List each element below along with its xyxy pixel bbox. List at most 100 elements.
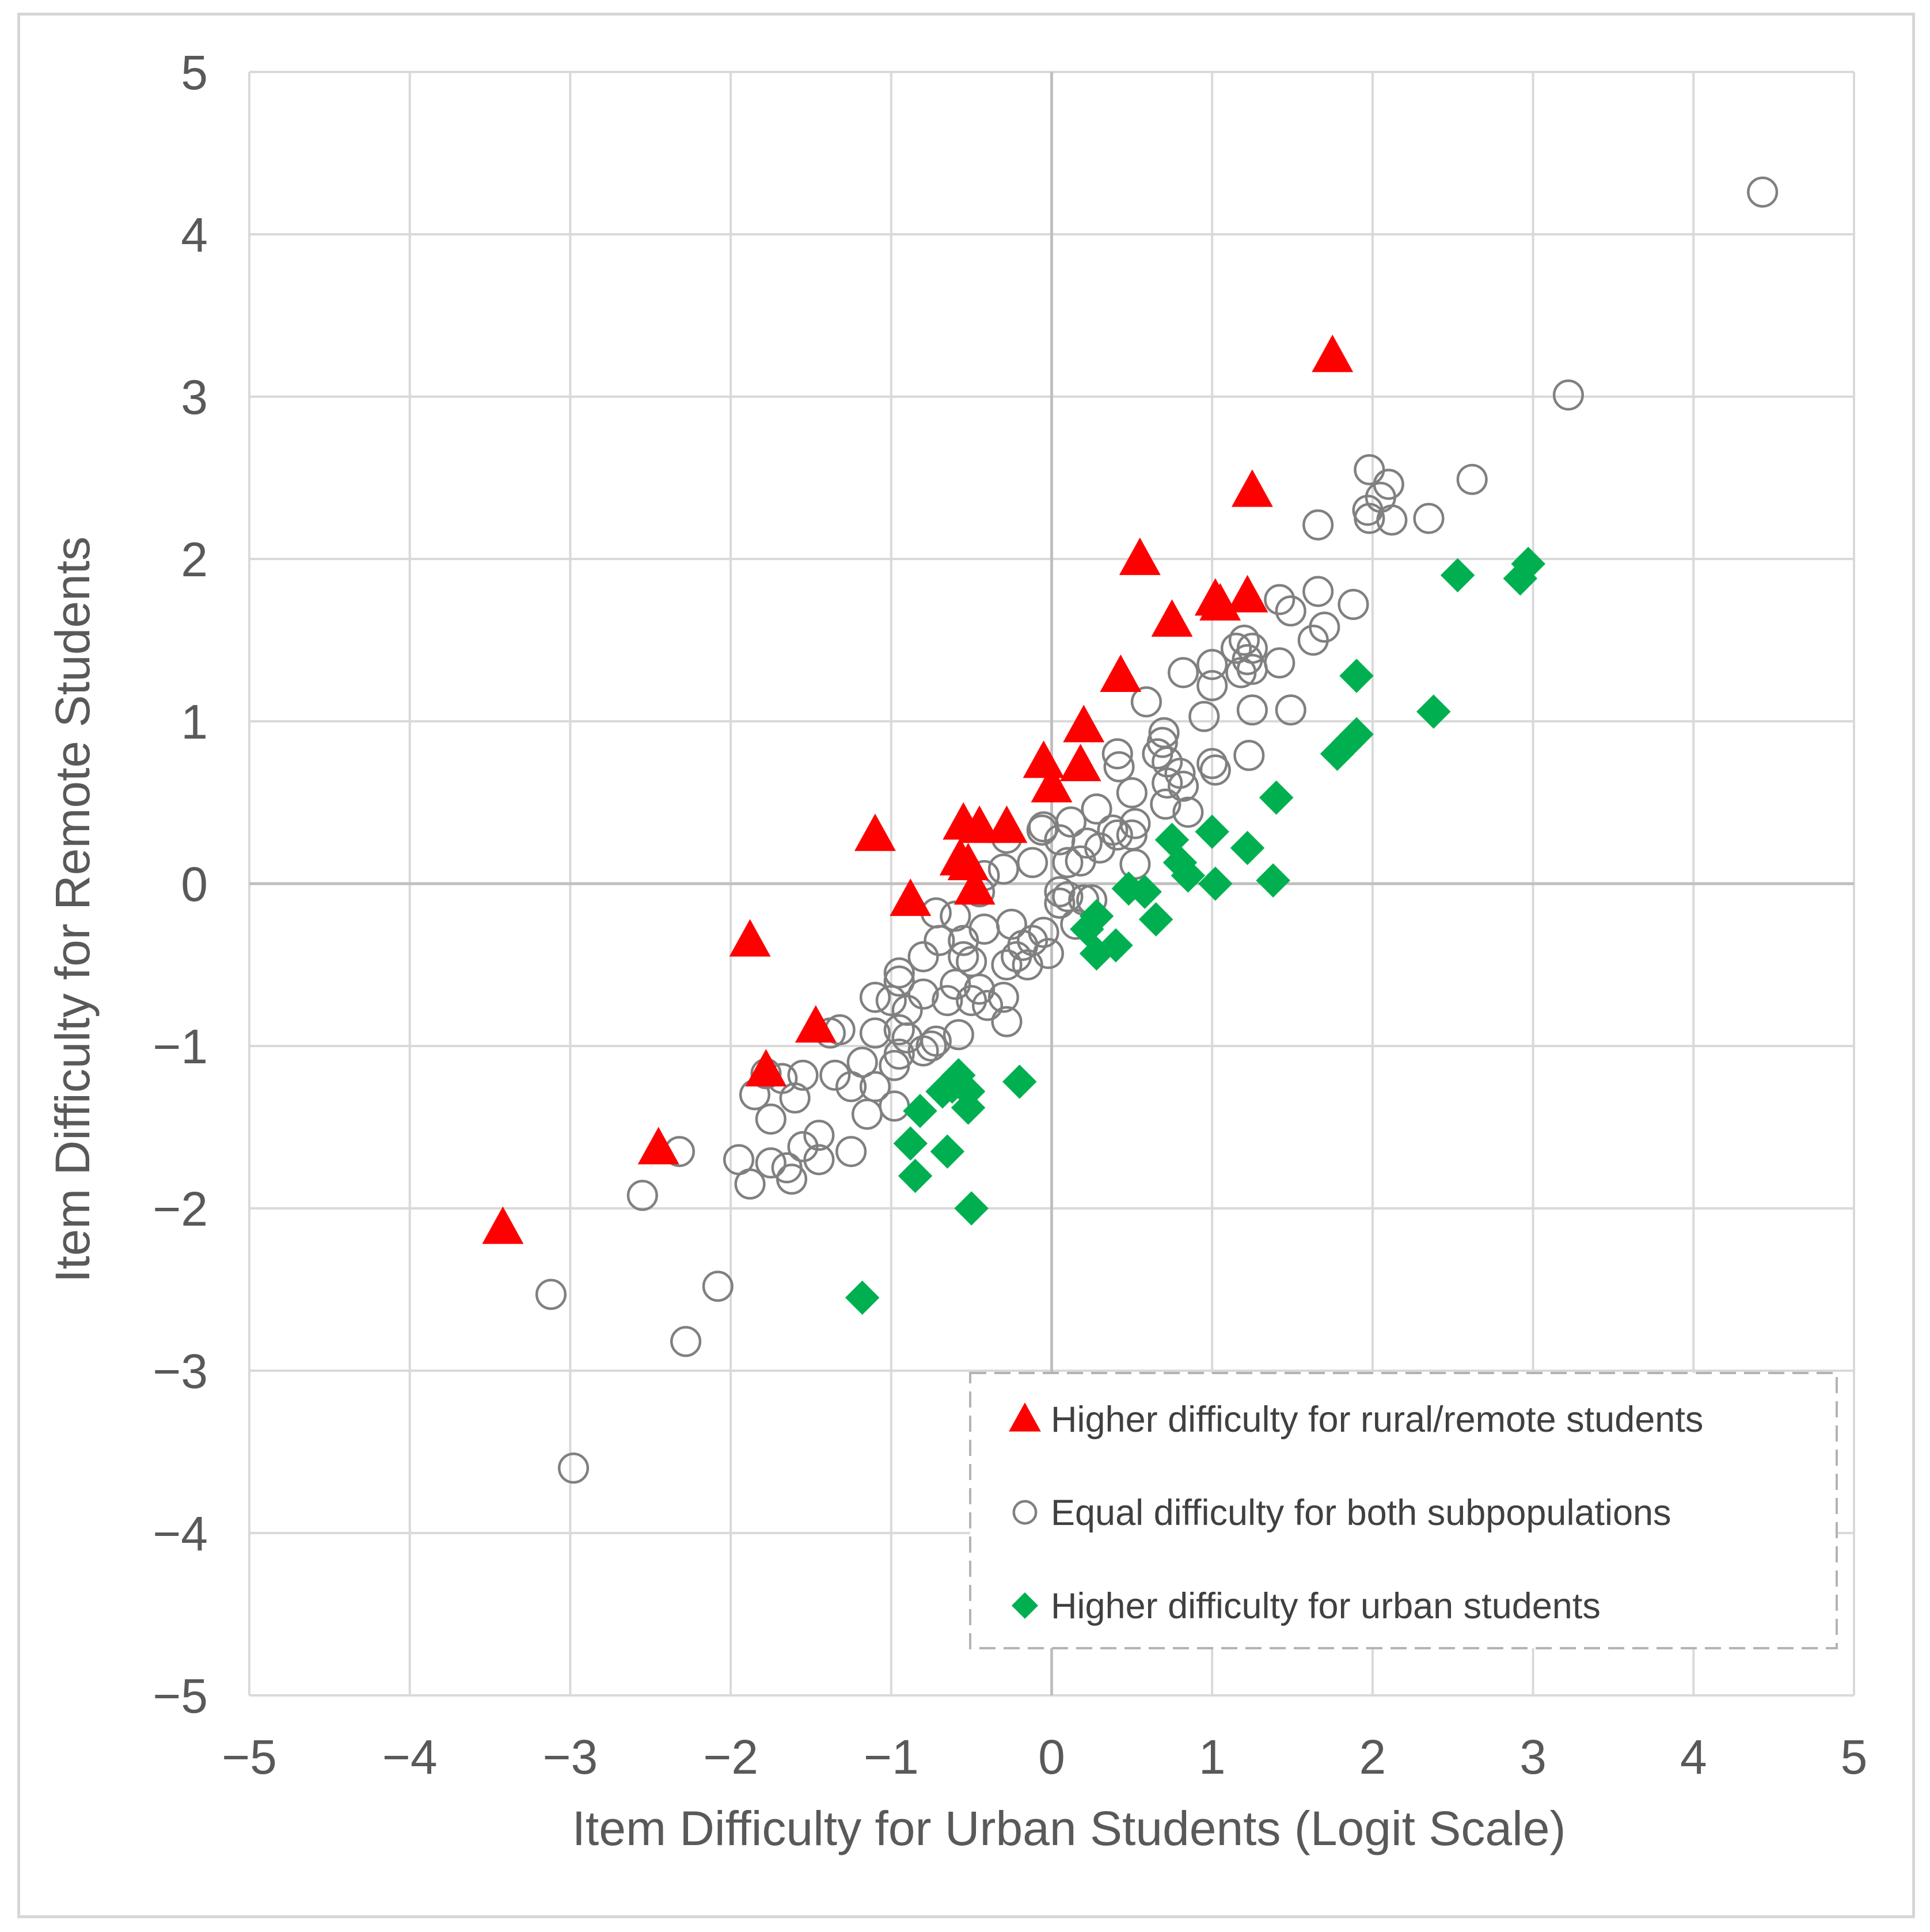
x-tick-label: 5	[1841, 1730, 1868, 1784]
equal-difficulty-point	[1142, 738, 1173, 770]
equal-difficulty-point	[1199, 754, 1231, 786]
x-tick-label: −4	[382, 1730, 438, 1784]
equal-difficulty-point	[968, 913, 1000, 945]
equal-difficulty-point	[940, 900, 971, 932]
legend-label: Higher difficulty for rural/remote stude…	[1051, 1399, 1703, 1440]
equal-difficulty-point	[1044, 876, 1076, 908]
urban-point	[1230, 831, 1265, 865]
equal-difficulty-point	[803, 1144, 835, 1176]
equal-difficulty-point	[1116, 777, 1148, 809]
equal-difficulty-point	[1152, 767, 1183, 799]
y-tick-label: −2	[153, 1182, 208, 1236]
equal-difficulty-point	[1413, 503, 1445, 534]
equal-difficulty-point	[1196, 670, 1228, 702]
equal-difficulty-point	[1188, 701, 1220, 732]
equal-difficulty-point	[1220, 633, 1252, 664]
equal-difficulty-point	[1264, 647, 1295, 679]
equal-difficulty-point	[670, 1326, 702, 1357]
equal-difficulty-point	[859, 982, 891, 1013]
x-tick-label: −2	[703, 1730, 758, 1784]
equal-difficulty-point	[991, 1006, 1023, 1037]
rural-remote-point	[482, 1206, 524, 1244]
rural-remote-point	[854, 813, 896, 851]
equal-difficulty-point	[1302, 576, 1334, 607]
legend-diamond-icon	[1011, 1592, 1039, 1619]
y-tick-labels: −5 −4 −3 −2 −1 0 1 2 3 4 5	[153, 45, 208, 1723]
x-tick-label: −3	[543, 1730, 598, 1784]
scatter-chart: −5 −4 −3 −2 −1 0 1 2 3 4 5 −5 −4 −3 −2 −1 0 1 2 3 4 5 Item D…	[45, 45, 1867, 1855]
rural-remote-point	[745, 1049, 787, 1087]
rural-remote-point	[1023, 740, 1065, 778]
equal-difficulty-point	[1376, 504, 1408, 536]
x-tick-label: 2	[1359, 1730, 1386, 1784]
equal-difficulty-point	[991, 949, 1023, 981]
urban-point	[954, 1191, 989, 1226]
equal-difficulty-point	[859, 1017, 891, 1049]
equal-difficulty-point	[1338, 588, 1369, 621]
equal-difficulty-point	[879, 1090, 910, 1122]
rural-remote-point	[1226, 575, 1268, 613]
equal-difficulty-point	[943, 1019, 974, 1051]
equal-difficulty-point	[755, 1147, 787, 1179]
urban-point	[1002, 1064, 1037, 1099]
urban-point	[1503, 561, 1538, 596]
equal-difficulty-point	[1044, 824, 1076, 855]
equal-difficulty-point	[883, 965, 915, 997]
urban-point	[903, 1094, 937, 1128]
urban-point	[1079, 936, 1114, 971]
rural-remote-point	[1231, 469, 1273, 507]
equal-difficulty-point	[987, 853, 1019, 885]
y-tick-label: 3	[181, 370, 208, 424]
equal-difficulty-point	[1225, 657, 1257, 689]
equal-difficulty-point	[1081, 793, 1112, 825]
y-tick-label: 1	[181, 695, 208, 749]
y-tick-label: 2	[181, 533, 208, 587]
x-tick-label: −1	[864, 1730, 919, 1784]
equal-difficulty-point	[803, 1120, 835, 1151]
equal-difficulty-point	[1228, 624, 1260, 656]
rural-remote-point	[890, 878, 932, 916]
equal-difficulty-point	[776, 1163, 808, 1195]
equal-difficulty-point	[851, 1098, 883, 1130]
equal-difficulty-point	[1101, 738, 1133, 770]
y-tick-label: −4	[153, 1507, 208, 1561]
equal-difficulty-point	[875, 984, 907, 1017]
urban-point	[1171, 858, 1206, 893]
urban-point	[1440, 558, 1475, 592]
equal-difficulty-point	[1196, 649, 1228, 680]
urban-point	[1127, 874, 1162, 909]
urban-point	[1416, 694, 1451, 729]
equal-difficulty-point	[907, 978, 939, 1010]
series-markers	[482, 176, 1779, 1484]
equal-difficulty-point	[535, 1279, 567, 1310]
y-tick-label: 0	[181, 857, 208, 911]
legend: Higher difficulty for rural/remote stude…	[969, 1372, 1838, 1649]
urban-point	[1154, 823, 1190, 857]
legend-circle-icon	[1012, 1500, 1038, 1525]
equal-difficulty-point	[1236, 694, 1268, 726]
rural-remote-point	[1063, 705, 1105, 743]
equal-difficulty-point	[883, 957, 915, 989]
equal-difficulty-point	[996, 908, 1027, 940]
x-tick-label: 3	[1519, 1730, 1547, 1784]
series-triangle	[482, 334, 1354, 1244]
equal-difficulty-point	[835, 1071, 867, 1102]
rural-remote-point	[795, 1005, 837, 1043]
urban-point	[1138, 902, 1173, 937]
urban-point	[1339, 659, 1374, 693]
equal-difficulty-point	[1354, 503, 1385, 534]
urban-point	[1320, 736, 1355, 771]
x-tick-label: 0	[1038, 1730, 1065, 1784]
equal-difficulty-point	[883, 1014, 915, 1045]
legend-triangle-icon	[1009, 1402, 1041, 1432]
equal-difficulty-point	[1456, 463, 1488, 495]
x-tick-labels: −5 −4 −3 −2 −1 0 1 2 3 4 5	[222, 1730, 1867, 1784]
equal-difficulty-point	[1747, 176, 1779, 208]
rural-remote-point	[986, 805, 1028, 843]
equal-difficulty-point	[1264, 584, 1295, 615]
urban-point	[1256, 863, 1290, 898]
equal-difficulty-point	[907, 1035, 939, 1067]
y-tick-label: −3	[153, 1344, 208, 1398]
equal-difficulty-point	[1103, 751, 1135, 783]
urban-point	[1331, 725, 1366, 760]
